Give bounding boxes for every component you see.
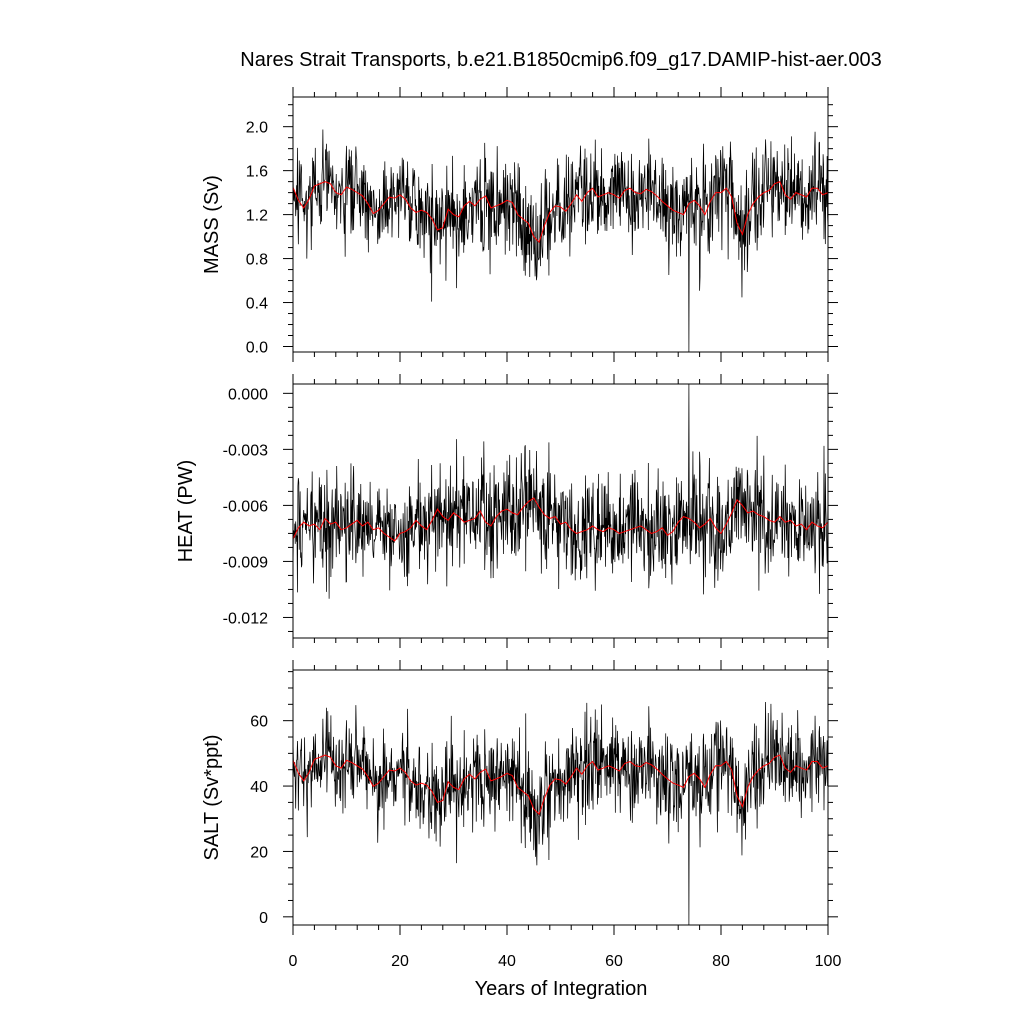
panel-heat: 0.000 -0.003 -0.006 -0.009 -0.012 HEAT (PW) bbox=[175, 374, 838, 648]
x-tick-label: 20 bbox=[391, 953, 409, 970]
x-tick-label: 0 bbox=[289, 953, 298, 970]
salt-y-axis-label: SALT (Sv*ppt) bbox=[201, 735, 223, 861]
y-tick-label: 20 bbox=[250, 844, 268, 861]
y-tick-label: 1.6 bbox=[246, 164, 268, 181]
chart-title: Nares Strait Transports, b.e21.B1850cmip… bbox=[240, 49, 881, 71]
y-tick-label: -0.012 bbox=[223, 610, 268, 627]
panel-mass: 0.0 0.4 0.8 1.2 1.6 2.0 MASS (Sv) bbox=[201, 87, 838, 362]
y-tick-label: 2.0 bbox=[246, 120, 268, 137]
heat-smoothed-series-line bbox=[292, 497, 829, 542]
y-tick-label: 1.2 bbox=[246, 208, 268, 225]
y-tick-label: -0.003 bbox=[223, 442, 268, 459]
panel-salt: 0 20 40 60 80 100 0 20 40 60 SALT (Sv*ppt) bbox=[201, 660, 841, 970]
salt-raw-series-line bbox=[292, 701, 829, 926]
x-tick-label: 60 bbox=[605, 953, 623, 970]
mass-plot-frame bbox=[292, 96, 829, 353]
mass-y-axis-label: MASS (Sv) bbox=[201, 175, 223, 274]
y-tick-label: 0.8 bbox=[246, 252, 268, 269]
heat-raw-series-line bbox=[292, 383, 829, 599]
y-tick-label: -0.006 bbox=[223, 498, 268, 515]
heat-plot-frame bbox=[292, 383, 829, 639]
heat-y-axis-label: HEAT (PW) bbox=[175, 460, 197, 563]
mass-raw-series-line bbox=[292, 129, 829, 353]
x-tick-label: 40 bbox=[498, 953, 516, 970]
x-tick-label: 100 bbox=[815, 953, 842, 970]
mass-smoothed-series-line bbox=[292, 180, 829, 244]
y-tick-label: 0 bbox=[259, 910, 268, 927]
x-axis-label: Years of Integration bbox=[475, 978, 648, 1000]
x-tick-label: 80 bbox=[712, 953, 730, 970]
salt-plot-frame bbox=[292, 669, 829, 926]
y-tick-label: 40 bbox=[250, 779, 268, 796]
y-tick-label: 0.4 bbox=[246, 296, 268, 313]
panels: 0.0 0.4 0.8 1.2 1.6 2.0 MASS (Sv) 0.000 -0.003 -0… bbox=[175, 87, 841, 970]
y-tick-label: -0.009 bbox=[223, 554, 268, 571]
y-tick-label: 0.0 bbox=[246, 340, 268, 357]
y-tick-label: 0.000 bbox=[228, 386, 268, 403]
salt-smoothed-series-line bbox=[292, 754, 829, 816]
y-tick-label: 60 bbox=[250, 714, 268, 731]
